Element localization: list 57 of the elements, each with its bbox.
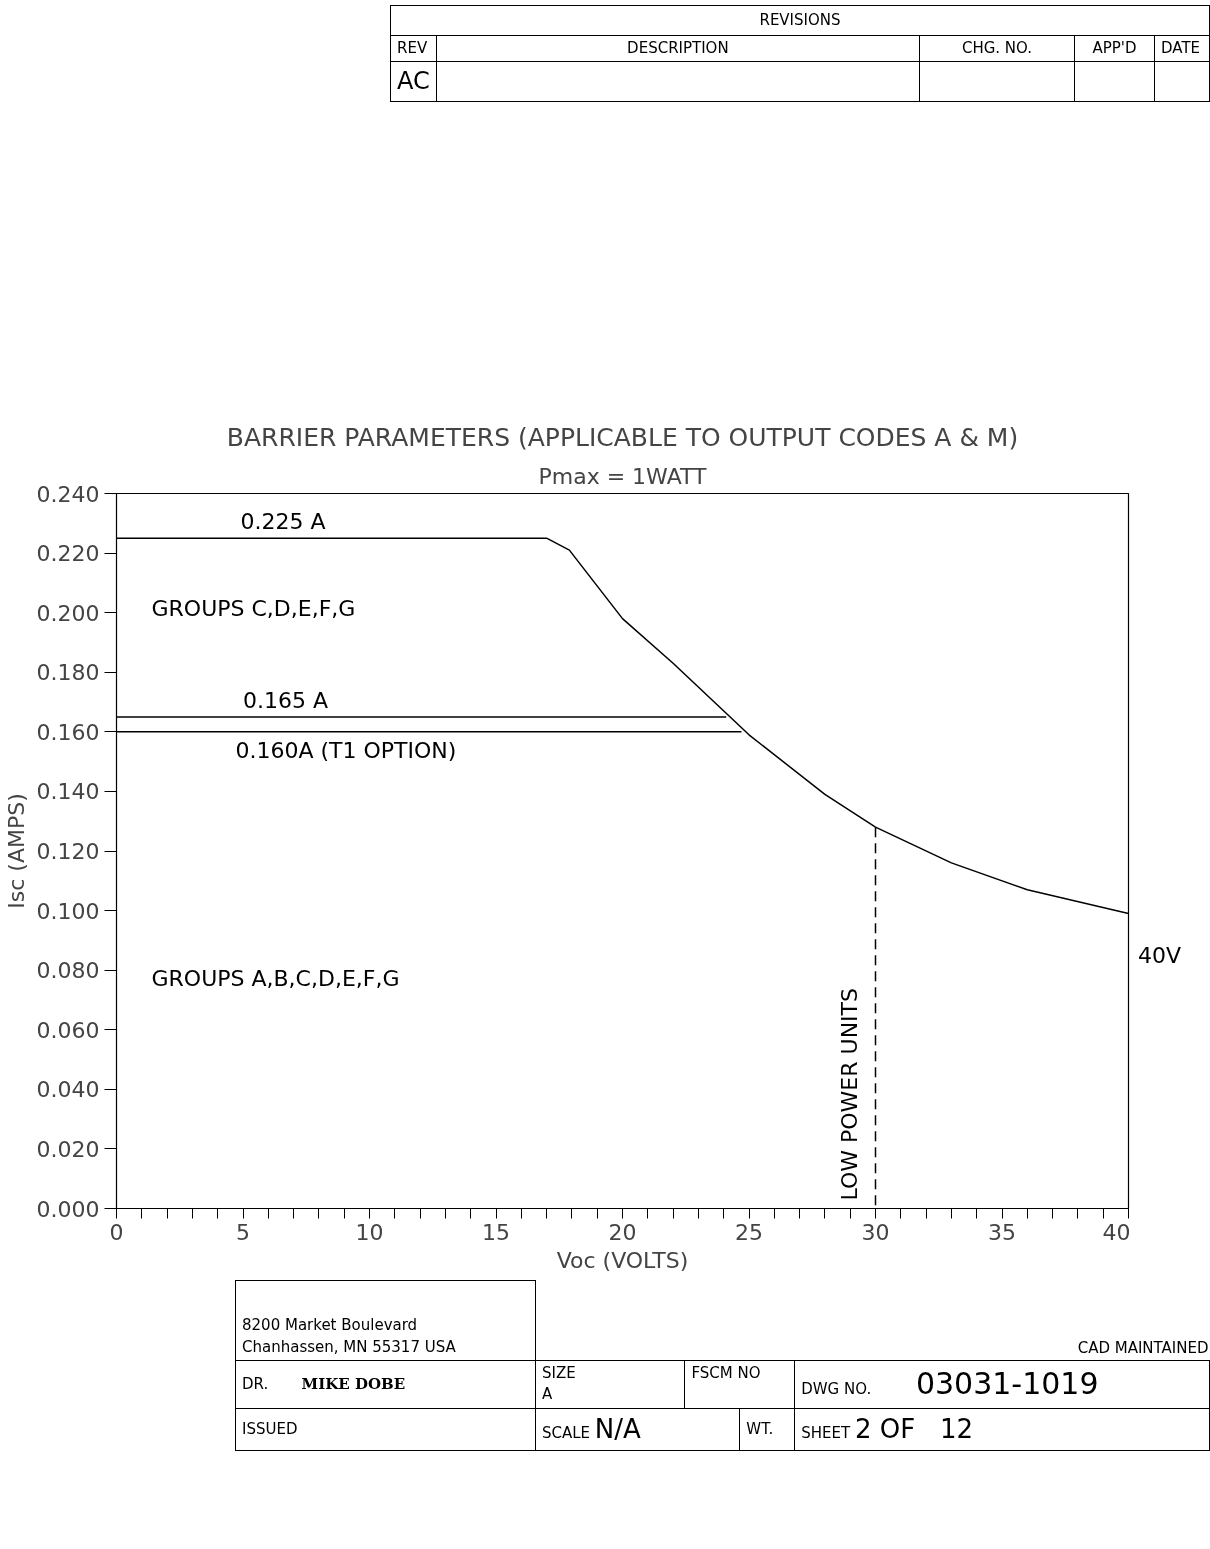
text: ISSUED bbox=[235, 1408, 536, 1451]
x-tick-label: 15 bbox=[482, 1219, 510, 1245]
text: APP'D bbox=[1074, 35, 1155, 62]
annotation: 0.160A (T1 OPTION) bbox=[235, 737, 457, 763]
y-tick-label: 0.140 bbox=[36, 779, 100, 805]
text: 12 bbox=[939, 1413, 973, 1444]
text: WT. bbox=[739, 1408, 795, 1451]
text: SCALE bbox=[542, 1423, 591, 1442]
x-tick-label: 10 bbox=[355, 1219, 384, 1245]
y-tick-label: 0.180 bbox=[36, 660, 100, 686]
y-tick-label: 0.200 bbox=[36, 600, 100, 626]
chart-subtitle: Pmax = 1WATT bbox=[538, 463, 708, 489]
text: CHG. NO. bbox=[919, 35, 1075, 62]
text: LOW POWER UNITS bbox=[836, 987, 862, 1201]
text: 8200 Market Boulevard bbox=[242, 1316, 418, 1335]
text: SIZE bbox=[542, 1364, 576, 1382]
text: MIKE DOBE bbox=[301, 1374, 406, 1393]
y-tick-label: 0.060 bbox=[36, 1017, 100, 1043]
x-tick-label: 35 bbox=[988, 1219, 1016, 1245]
y-tick-label: 0.220 bbox=[36, 541, 100, 567]
text: FSCM NO bbox=[684, 1360, 795, 1409]
chart-title: BARRIER PARAMETERS (APPLICABLE TO OUTPUT CODES A & M) bbox=[226, 422, 1019, 452]
text: Chanhassen, MN 55317 USA bbox=[242, 1337, 456, 1356]
x-tick-label: 20 bbox=[608, 1219, 637, 1245]
text: AC bbox=[390, 61, 437, 102]
annotation: GROUPS C,D,E,F,G bbox=[151, 596, 356, 621]
text: N/A bbox=[594, 1413, 641, 1444]
text: REV bbox=[390, 35, 437, 62]
annotation: 0.225 A bbox=[240, 509, 326, 535]
x-tick-label: 25 bbox=[735, 1219, 763, 1245]
text: 40V bbox=[1138, 942, 1182, 970]
text: DESCRIPTION bbox=[436, 35, 920, 62]
y-tick-label: 0.040 bbox=[36, 1077, 100, 1103]
y-tick-label: 0.100 bbox=[36, 898, 100, 924]
y-tick-label: 0.020 bbox=[36, 1136, 100, 1162]
text: 2 OF bbox=[854, 1413, 916, 1444]
x-tick-label: 30 bbox=[861, 1219, 890, 1245]
annotation: GROUPS A,B,C,D,E,F,G bbox=[151, 966, 400, 991]
text: DWG NO. bbox=[801, 1380, 872, 1398]
x-tick-label: 5 bbox=[236, 1219, 250, 1245]
x-tick-label: 40 bbox=[1102, 1219, 1131, 1245]
text: 03031-1019 bbox=[915, 1366, 1099, 1401]
x-axis-title: Voc (VOLTS) bbox=[556, 1247, 689, 1273]
text: CAD MAINTAINED bbox=[1076, 1337, 1210, 1359]
annotation: 0.165 A bbox=[243, 687, 329, 713]
text: A bbox=[542, 1385, 553, 1404]
text: DATE bbox=[1154, 35, 1210, 62]
text: REVISIONS bbox=[390, 5, 1210, 36]
y-tick-label: 0.120 bbox=[36, 839, 100, 864]
y-tick-label: 0.080 bbox=[36, 958, 100, 984]
y-tick-label: 0.160 bbox=[36, 719, 100, 745]
y-axis-title: Isc (AMPS) bbox=[3, 793, 29, 909]
x-tick-label: 0 bbox=[109, 1219, 124, 1245]
y-tick-label: 0.000 bbox=[36, 1196, 100, 1222]
text: SHEET bbox=[801, 1423, 851, 1442]
y-tick-label: 0.240 bbox=[36, 481, 100, 507]
text: DR. bbox=[242, 1374, 269, 1393]
